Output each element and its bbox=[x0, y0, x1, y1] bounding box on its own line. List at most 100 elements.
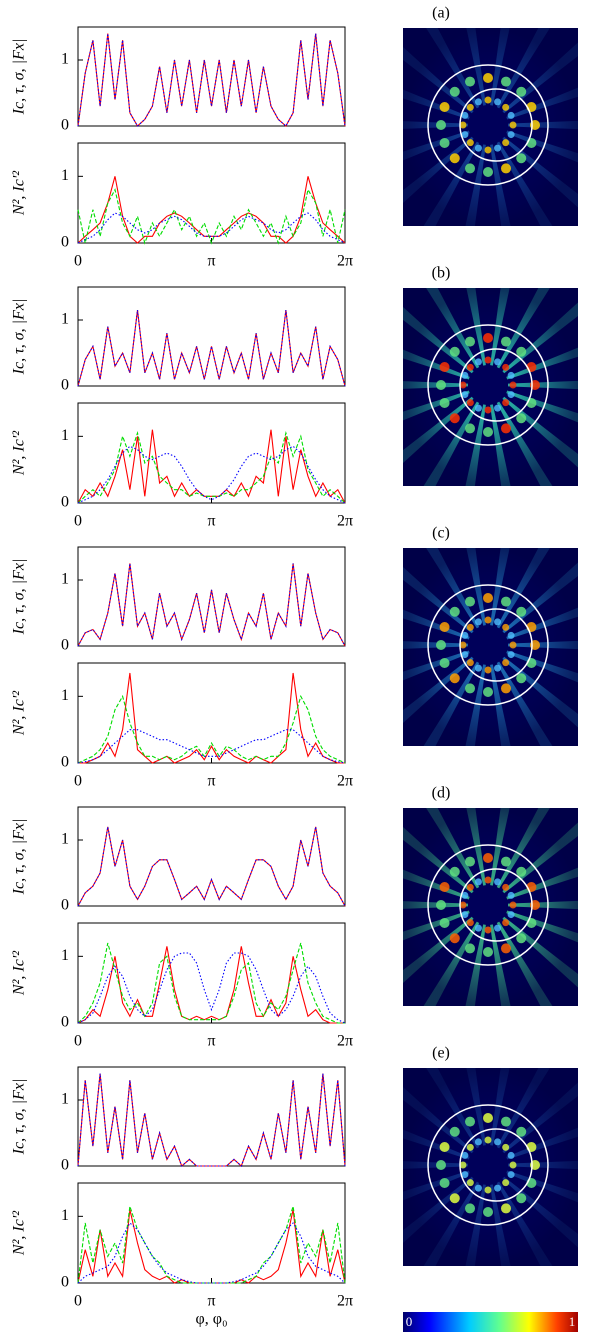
heatmap-spot bbox=[494, 878, 502, 886]
heatmap-spot bbox=[436, 900, 446, 910]
heatmap-spot bbox=[439, 1142, 450, 1153]
heatmap-spot bbox=[516, 86, 527, 97]
heatmap-spot bbox=[439, 917, 450, 928]
heatmap-spot bbox=[502, 1143, 510, 1151]
y-axis-label: Ic, τ, σ, |Fx| bbox=[11, 299, 28, 376]
heatmap-spot bbox=[502, 883, 510, 891]
heatmap-spot bbox=[500, 336, 511, 347]
x-tick-label: π bbox=[207, 253, 215, 270]
heatmap bbox=[403, 1068, 578, 1266]
heatmap-spot bbox=[484, 1136, 492, 1144]
series-line bbox=[77, 429, 346, 504]
heatmap-spot bbox=[500, 1203, 511, 1214]
heatmap-spot bbox=[439, 362, 450, 373]
heatmap-spot bbox=[507, 1151, 515, 1159]
series-line bbox=[77, 1209, 346, 1284]
heatmap-spot bbox=[461, 371, 469, 379]
heatmap-spot bbox=[516, 866, 527, 877]
heatmap-spot bbox=[494, 358, 502, 366]
heatmap-spot bbox=[474, 404, 482, 412]
heatmap-spot bbox=[509, 901, 517, 909]
heatmap-spot bbox=[500, 76, 511, 87]
heatmap-spot bbox=[502, 139, 510, 147]
y-tick-label: 1 bbox=[61, 571, 69, 588]
heatmap-spot bbox=[436, 120, 446, 130]
y-axis-label: N², Ic'² bbox=[11, 170, 28, 216]
heatmap-spot bbox=[449, 866, 460, 877]
heatmap-ring bbox=[459, 868, 533, 942]
heatmap-spot bbox=[500, 943, 511, 954]
heatmap-spot bbox=[483, 73, 493, 83]
y-tick-label: 0 bbox=[61, 1274, 69, 1291]
heatmap-spot bbox=[466, 399, 474, 407]
plot-frame bbox=[77, 806, 346, 907]
heatmap-spot bbox=[507, 651, 515, 659]
heatmap-spot bbox=[484, 616, 492, 624]
heatmap-spot bbox=[516, 1193, 527, 1204]
heatmap-spot bbox=[461, 1151, 469, 1159]
y-tick-label: 1 bbox=[61, 167, 69, 184]
y-tick-label: 0 bbox=[61, 234, 69, 251]
x-tick-label: 0 bbox=[74, 773, 82, 790]
heatmap-spot bbox=[516, 673, 527, 684]
heatmap-spot bbox=[474, 924, 482, 932]
heatmap-spot bbox=[516, 606, 527, 617]
heatmap-spot bbox=[484, 876, 492, 884]
plot-frame bbox=[77, 546, 346, 647]
heatmap-spot bbox=[500, 683, 511, 694]
series-line bbox=[77, 694, 346, 764]
heatmap-spot bbox=[494, 98, 502, 106]
heatmap-spot bbox=[449, 86, 460, 97]
series-line bbox=[77, 430, 346, 504]
heatmap-spot bbox=[507, 131, 515, 139]
heatmap-spot bbox=[466, 623, 474, 631]
y-tick-label: 0 bbox=[61, 897, 69, 914]
series-line bbox=[77, 33, 346, 127]
panel-label: (a) bbox=[432, 5, 450, 22]
heatmap-spot bbox=[494, 924, 502, 932]
x-tick-label: 2π bbox=[337, 1293, 353, 1310]
heatmap-shade bbox=[403, 808, 578, 1006]
y-tick-label: 0 bbox=[61, 637, 69, 654]
heatmap-spot bbox=[494, 1184, 502, 1192]
heatmap-ring bbox=[427, 1104, 549, 1226]
heatmap-ring bbox=[459, 88, 533, 162]
heatmap-spot bbox=[494, 404, 502, 412]
heatmap-shade bbox=[403, 28, 578, 226]
heatmap-spot bbox=[483, 1113, 493, 1123]
y-tick-label: 1 bbox=[61, 311, 69, 328]
heatmap-spot bbox=[439, 1177, 450, 1188]
series-line bbox=[77, 310, 346, 387]
heatmap-spot bbox=[502, 623, 510, 631]
heatmap-shade bbox=[403, 548, 578, 746]
heatmap-spot bbox=[439, 657, 450, 668]
y-axis-label: N², Ic'² bbox=[11, 950, 28, 996]
series-line bbox=[77, 33, 346, 127]
heatmap-spot bbox=[466, 1179, 474, 1187]
heatmap bbox=[403, 548, 578, 746]
heatmap-spot bbox=[465, 76, 476, 87]
heatmap-shade bbox=[403, 288, 578, 486]
heatmap-spot bbox=[466, 919, 474, 927]
y-tick-label: 0 bbox=[61, 494, 69, 511]
heatmap-spot bbox=[509, 121, 517, 129]
heatmap-spot bbox=[465, 856, 476, 867]
heatmap-ring bbox=[459, 1128, 533, 1202]
x-tick-label: π bbox=[207, 1293, 215, 1310]
heatmap-spot bbox=[483, 1207, 493, 1217]
heatmap-spot bbox=[465, 683, 476, 694]
heatmap-spot bbox=[500, 423, 511, 434]
heatmap-spot bbox=[483, 947, 493, 957]
heatmap-spot bbox=[500, 163, 511, 174]
heatmap-spot bbox=[483, 687, 493, 697]
plot-frame bbox=[77, 26, 346, 127]
x-axis-label: φ, φ₀ bbox=[195, 1311, 227, 1328]
plot-frame bbox=[77, 662, 346, 764]
heatmap-spot bbox=[507, 111, 515, 119]
heatmap-spot bbox=[500, 856, 511, 867]
heatmap-spot bbox=[484, 1186, 492, 1194]
heatmap-spot bbox=[465, 1203, 476, 1214]
series-line bbox=[78, 672, 345, 764]
plot-frame bbox=[77, 402, 346, 504]
